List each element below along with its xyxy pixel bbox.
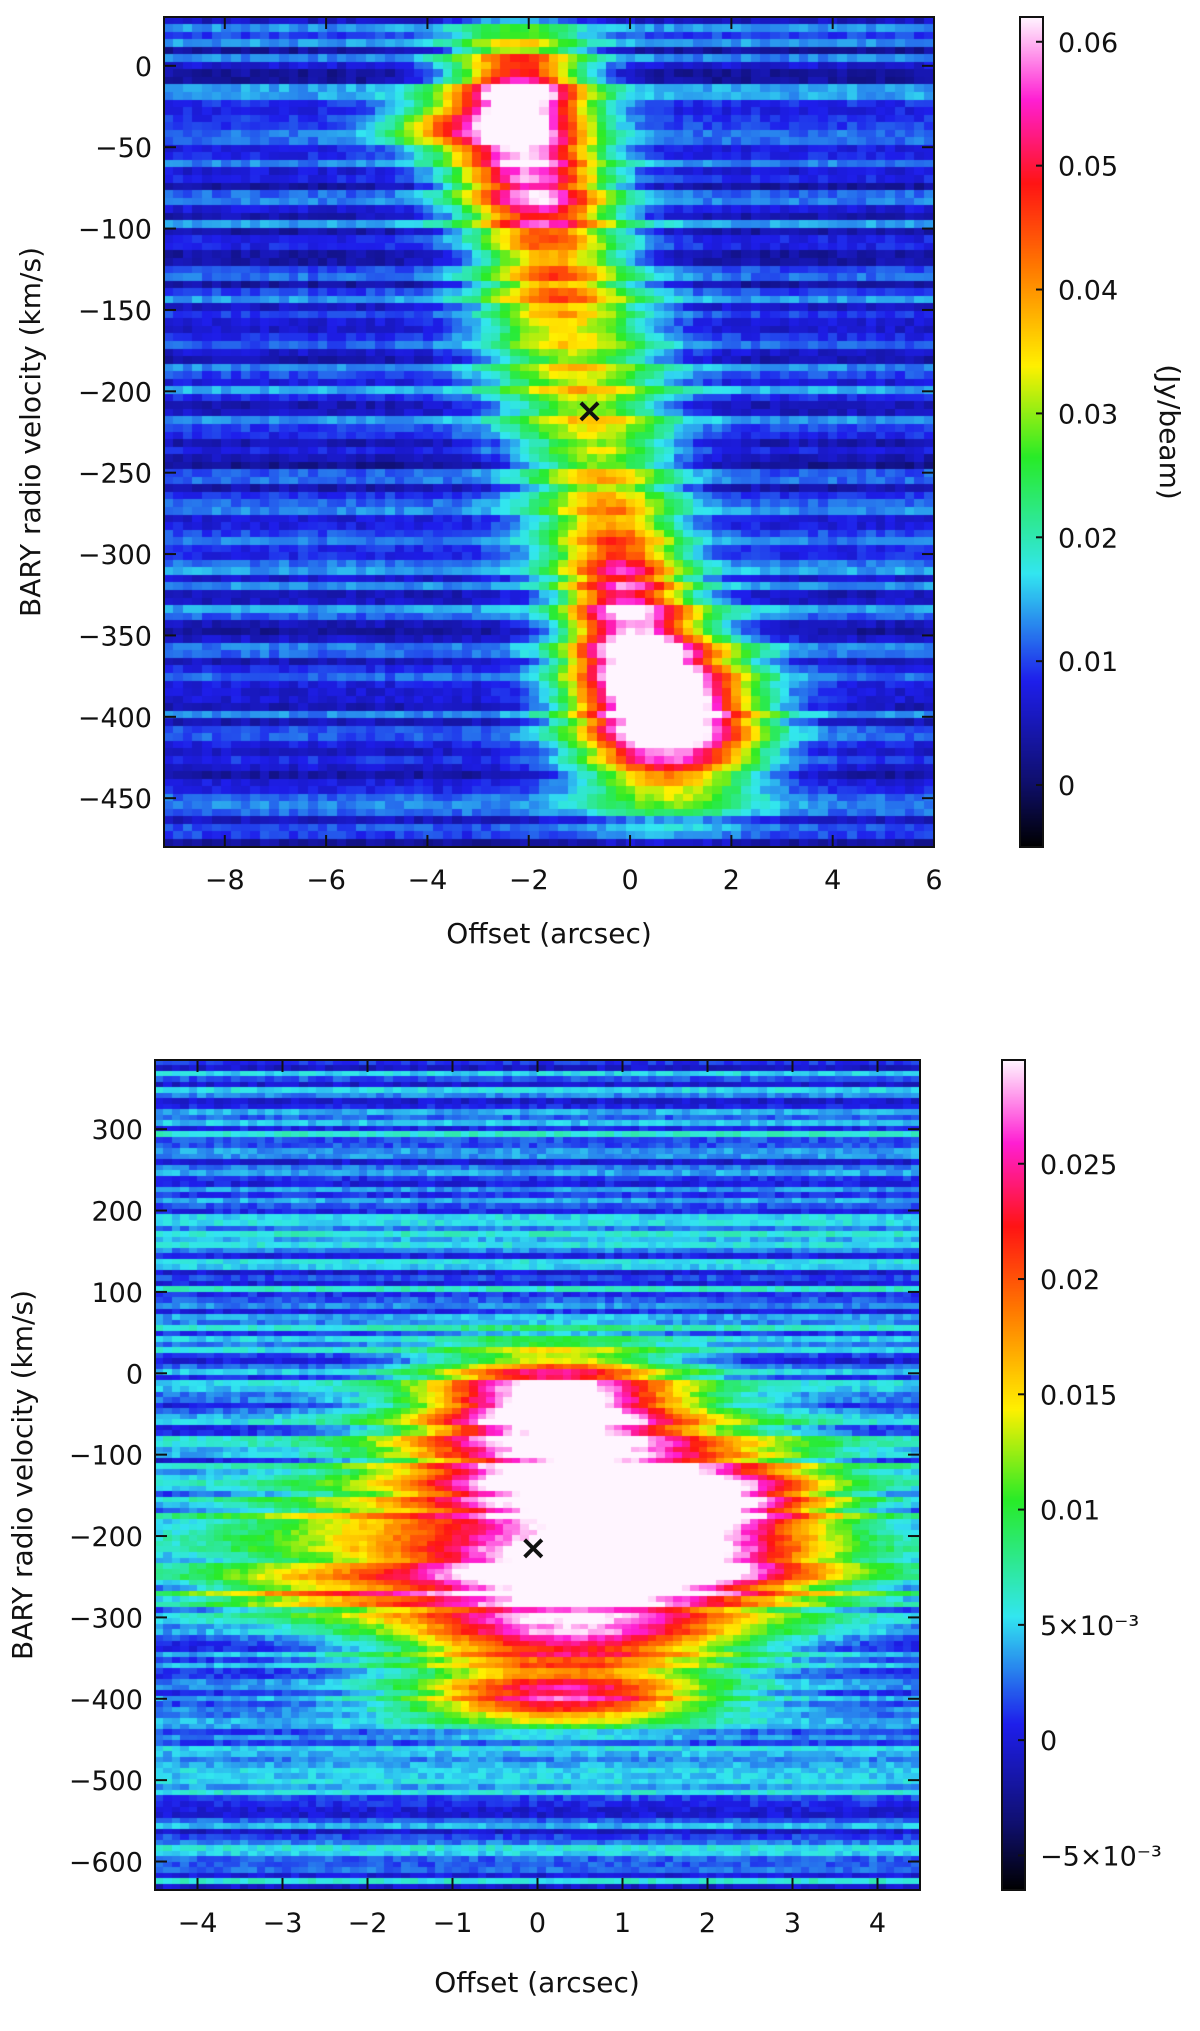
y-tick-label: −400 bbox=[78, 703, 152, 734]
x-tick-label: −1 bbox=[433, 1908, 473, 1939]
colorbar-tick-label: −5×10⁻³ bbox=[1040, 1841, 1162, 1872]
x-tick-label: −2 bbox=[509, 865, 549, 896]
y-tick-label: −100 bbox=[78, 215, 152, 246]
x-tick-label: 0 bbox=[621, 865, 638, 896]
x-tick-label: 2 bbox=[723, 865, 740, 896]
colorbar-tick-label: 0.01 bbox=[1040, 1496, 1100, 1527]
y-tick-label: 100 bbox=[91, 1278, 143, 1309]
x-tick-label: −8 bbox=[205, 865, 245, 896]
x-tick-label: −3 bbox=[263, 1908, 303, 1939]
panel-bottom: −4 −3 −2 −1 0 1 2 3 4 −600 −500 −400 −300 −200 −100 0 1… bbox=[6, 1059, 1162, 1999]
panel-top-colorbar bbox=[1020, 17, 1043, 847]
x-tick-label: −6 bbox=[306, 865, 346, 896]
panel-top-heatmap bbox=[164, 17, 934, 847]
panel-top-y-axis-label: BARY radio velocity (km/s) bbox=[14, 247, 47, 617]
colorbar-tick-label: 0.015 bbox=[1040, 1380, 1117, 1411]
panel-top: −8 −6 −4 −2 0 2 4 6 −450 −400 −350 −300 −250 −200 −15… bbox=[14, 16, 1186, 950]
panel-bottom-center-marker: × bbox=[519, 1528, 548, 1568]
y-tick-label: −500 bbox=[69, 1766, 143, 1797]
y-tick-label: 0 bbox=[135, 52, 152, 83]
y-tick-label: 200 bbox=[91, 1197, 143, 1228]
colorbar-tick-label: 0.02 bbox=[1058, 523, 1118, 554]
y-tick-label: 0 bbox=[126, 1359, 143, 1390]
panel-top-colorbar-ticks: 0 0.01 0.02 0.03 0.04 0.05 0.06 bbox=[1036, 28, 1118, 802]
colorbar-tick-label: 5×10⁻³ bbox=[1040, 1611, 1139, 1642]
y-tick-label: −150 bbox=[78, 296, 152, 327]
panel-bottom-y-ticks: −600 −500 −400 −300 −200 −100 0 100 200 300 bbox=[69, 1115, 920, 1879]
panel-bottom-x-ticks: −4 −3 −2 −1 0 1 2 3 4 bbox=[178, 1060, 886, 1939]
x-tick-label: 4 bbox=[869, 1908, 886, 1939]
y-tick-label: −200 bbox=[78, 377, 152, 408]
colorbar-tick-label: 0.025 bbox=[1040, 1150, 1117, 1181]
colorbar-tick-label: 0 bbox=[1040, 1726, 1057, 1757]
y-tick-label: −300 bbox=[78, 540, 152, 571]
y-tick-label: −350 bbox=[78, 621, 152, 652]
colorbar-tick-label: 0.06 bbox=[1058, 28, 1118, 59]
panel-top-colorbar-label: (Jy/beam) bbox=[1153, 364, 1186, 500]
panel-top-center-marker: × bbox=[575, 391, 604, 431]
x-tick-label: 2 bbox=[699, 1908, 716, 1939]
x-tick-label: 0 bbox=[529, 1908, 546, 1939]
panel-bottom-y-axis-label: BARY radio velocity (km/s) bbox=[6, 1290, 39, 1660]
x-tick-label: 6 bbox=[925, 865, 942, 896]
y-tick-label: −200 bbox=[69, 1522, 143, 1553]
panel-bottom-x-axis-label: Offset (arcsec) bbox=[434, 1966, 640, 1999]
x-tick-label: −4 bbox=[178, 1908, 218, 1939]
y-tick-label: −300 bbox=[69, 1603, 143, 1634]
colorbar-tick-label: 0.04 bbox=[1058, 276, 1118, 307]
y-tick-label: −50 bbox=[95, 133, 152, 164]
x-tick-label: 3 bbox=[784, 1908, 801, 1939]
x-tick-label: 1 bbox=[614, 1908, 631, 1939]
y-tick-label: −250 bbox=[78, 459, 152, 490]
x-tick-label: −4 bbox=[408, 865, 448, 896]
panel-bottom-colorbar bbox=[1002, 1060, 1025, 1890]
panel-bottom-colorbar-frame bbox=[1001, 1059, 1026, 1891]
colorbar-tick-label: 0.01 bbox=[1058, 647, 1118, 678]
colorbar-tick-label: 0.03 bbox=[1058, 399, 1118, 430]
y-tick-label: 300 bbox=[91, 1115, 143, 1146]
y-tick-label: −100 bbox=[69, 1441, 143, 1472]
panel-top-colorbar-frame bbox=[1019, 16, 1044, 848]
colorbar-tick-label: 0 bbox=[1058, 771, 1075, 802]
y-tick-label: −600 bbox=[69, 1848, 143, 1879]
colorbar-tick-label: 0.02 bbox=[1040, 1265, 1100, 1296]
colorbar-tick-label: 0.05 bbox=[1058, 152, 1118, 183]
panel-bottom-heatmap bbox=[155, 1060, 920, 1890]
y-tick-label: −450 bbox=[78, 784, 152, 815]
x-tick-label: −2 bbox=[348, 1908, 388, 1939]
panel-bottom-colorbar-ticks: −5×10⁻³ 0 5×10⁻³ 0.01 0.015 0.02 0.025 bbox=[1018, 1150, 1162, 1872]
panel-top-x-axis-label: Offset (arcsec) bbox=[446, 917, 652, 950]
y-tick-label: −400 bbox=[69, 1685, 143, 1716]
panel-top-x-ticks: −8 −6 −4 −2 0 2 4 6 bbox=[205, 17, 943, 896]
x-tick-label: 4 bbox=[824, 865, 841, 896]
panel-top-y-ticks: −450 −400 −350 −300 −250 −200 −150 −100 −50 0 bbox=[78, 52, 934, 815]
panel-top-frame bbox=[163, 16, 935, 848]
